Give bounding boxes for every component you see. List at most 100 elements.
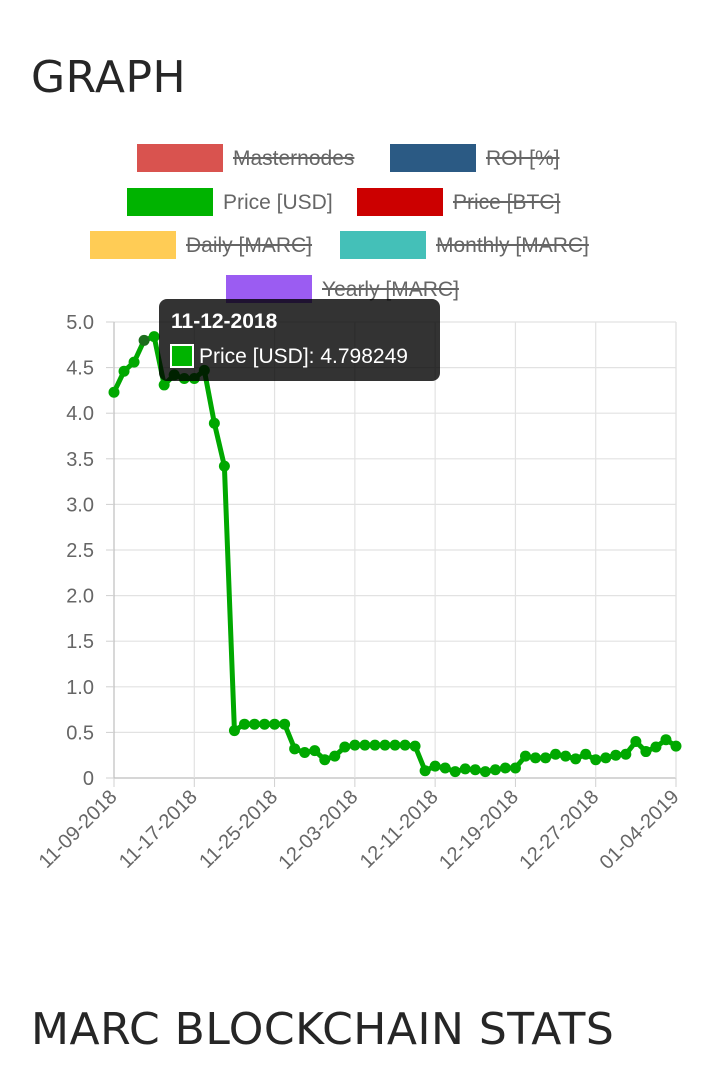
price-chart[interactable]: Masternodes ROI [%] Price [USD] Price [BTC]…: [0, 0, 720, 1000]
data-point[interactable]: [580, 748, 592, 760]
data-point[interactable]: [519, 750, 531, 762]
data-point[interactable]: [620, 748, 632, 760]
legend-label: Price [USD]: [223, 191, 333, 214]
stats-heading: MARC BLOCKCHAIN STATS: [31, 1004, 615, 1055]
data-point[interactable]: [309, 745, 321, 757]
x-tick-label: 01-04-2019: [596, 786, 684, 874]
legend-item[interactable]: Yearly [MARC]: [226, 275, 459, 303]
data-point[interactable]: [530, 752, 541, 764]
data-point[interactable]: [449, 766, 461, 778]
data-point[interactable]: [469, 764, 481, 776]
x-tick-label: 12-27-2018: [515, 786, 603, 874]
data-point[interactable]: [550, 748, 562, 760]
data-point[interactable]: [249, 718, 260, 730]
legend-swatch: [90, 231, 176, 259]
data-point[interactable]: [389, 739, 401, 751]
chart-legend[interactable]: Masternodes ROI [%] Price [USD] Price [BTC]…: [90, 144, 589, 303]
x-tick-label: 11-09-2018: [35, 786, 122, 873]
data-point[interactable]: [128, 356, 140, 368]
legend-swatch: [357, 188, 443, 216]
legend-swatch: [137, 144, 223, 172]
x-tick-label: 12-19-2018: [435, 786, 523, 874]
data-point[interactable]: [459, 763, 471, 775]
x-tick-label: 12-11-2018: [356, 786, 443, 873]
y-tick-label: 2.5: [66, 540, 94, 562]
chart-grid: [113, 321, 677, 779]
x-axis: 11-09-201811-17-201811-25-201812-03-2018…: [35, 778, 684, 874]
data-point[interactable]: [409, 740, 421, 752]
data-point[interactable]: [399, 739, 411, 751]
y-tick-label: 3.0: [66, 494, 94, 516]
data-point[interactable]: [610, 749, 622, 761]
data-point[interactable]: [509, 762, 521, 774]
y-axis: 5.0 4.5 4.0 3.5 3.0 2.5 2.0 1.5 1.0 0.5 0: [66, 312, 114, 790]
data-point[interactable]: [660, 734, 672, 746]
tooltip-title: 11-12-2018: [171, 310, 278, 333]
data-point[interactable]: [630, 736, 642, 748]
data-point[interactable]: [570, 753, 582, 765]
data-point[interactable]: [489, 764, 501, 776]
y-tick-label: 5.0: [66, 312, 94, 334]
x-tick-label: 11-25-2018: [195, 786, 282, 873]
data-point[interactable]: [329, 750, 341, 762]
y-tick-label: 1.5: [66, 631, 94, 653]
data-point[interactable]: [369, 739, 381, 751]
x-tick-label: 11-17-2018: [115, 786, 202, 873]
legend-swatch: [127, 188, 213, 216]
data-point[interactable]: [560, 750, 572, 762]
y-tick-label: 0.5: [66, 722, 94, 744]
legend-item[interactable]: Price [USD]: [127, 188, 333, 216]
data-point[interactable]: [439, 762, 451, 774]
y-tick-label: 0: [83, 768, 94, 790]
y-tick-label: 2.0: [66, 586, 94, 608]
data-point[interactable]: [590, 754, 602, 766]
graph-heading: GRAPH: [31, 52, 187, 103]
data-point[interactable]: [279, 718, 291, 730]
data-point[interactable]: [540, 752, 552, 764]
data-point[interactable]: [640, 746, 652, 758]
data-point[interactable]: [218, 460, 230, 472]
data-point[interactable]: [299, 746, 311, 758]
data-point[interactable]: [359, 739, 371, 751]
y-tick-label: 4.0: [66, 403, 94, 425]
data-point[interactable]: [108, 386, 120, 398]
legend-item[interactable]: Price [BTC]: [357, 188, 561, 216]
data-point[interactable]: [238, 718, 250, 730]
legend-swatch: [226, 275, 312, 303]
y-tick-label: 1.0: [66, 677, 94, 699]
data-point[interactable]: [228, 725, 240, 737]
tooltip-box: [159, 299, 440, 381]
tooltip-label: Price [USD]: 4.798249: [199, 345, 408, 368]
data-point[interactable]: [158, 379, 170, 391]
x-tick-label: 12-03-2018: [274, 786, 362, 874]
data-point[interactable]: [269, 718, 281, 730]
data-point[interactable]: [319, 754, 331, 766]
legend-item[interactable]: Masternodes: [137, 144, 355, 172]
data-point[interactable]: [499, 762, 511, 774]
data-point[interactable]: [259, 718, 271, 730]
data-point[interactable]: [138, 334, 150, 346]
data-point[interactable]: [670, 740, 682, 752]
y-tick-label: 3.5: [66, 449, 94, 471]
data-point[interactable]: [479, 766, 491, 778]
legend-item[interactable]: ROI [%]: [390, 144, 560, 172]
legend-swatch: [390, 144, 476, 172]
tooltip-swatch: [170, 344, 194, 368]
data-point[interactable]: [650, 741, 662, 753]
legend-item[interactable]: Monthly [MARC]: [340, 231, 589, 259]
legend-swatch: [340, 231, 426, 259]
data-point[interactable]: [289, 743, 301, 755]
chart-tooltip: 11-12-2018 Price [USD]: 4.798249: [159, 299, 440, 381]
y-tick-label: 4.5: [66, 358, 94, 380]
data-point[interactable]: [429, 760, 441, 772]
data-point[interactable]: [339, 741, 351, 753]
legend-item[interactable]: Daily [MARC]: [90, 231, 313, 259]
data-point[interactable]: [148, 331, 160, 343]
data-point[interactable]: [379, 739, 391, 751]
data-point[interactable]: [600, 752, 612, 764]
data-point[interactable]: [419, 765, 431, 777]
data-point[interactable]: [349, 739, 361, 751]
data-point[interactable]: [118, 365, 130, 377]
data-point[interactable]: [208, 417, 220, 429]
series-line-price-usd: [111, 334, 679, 775]
